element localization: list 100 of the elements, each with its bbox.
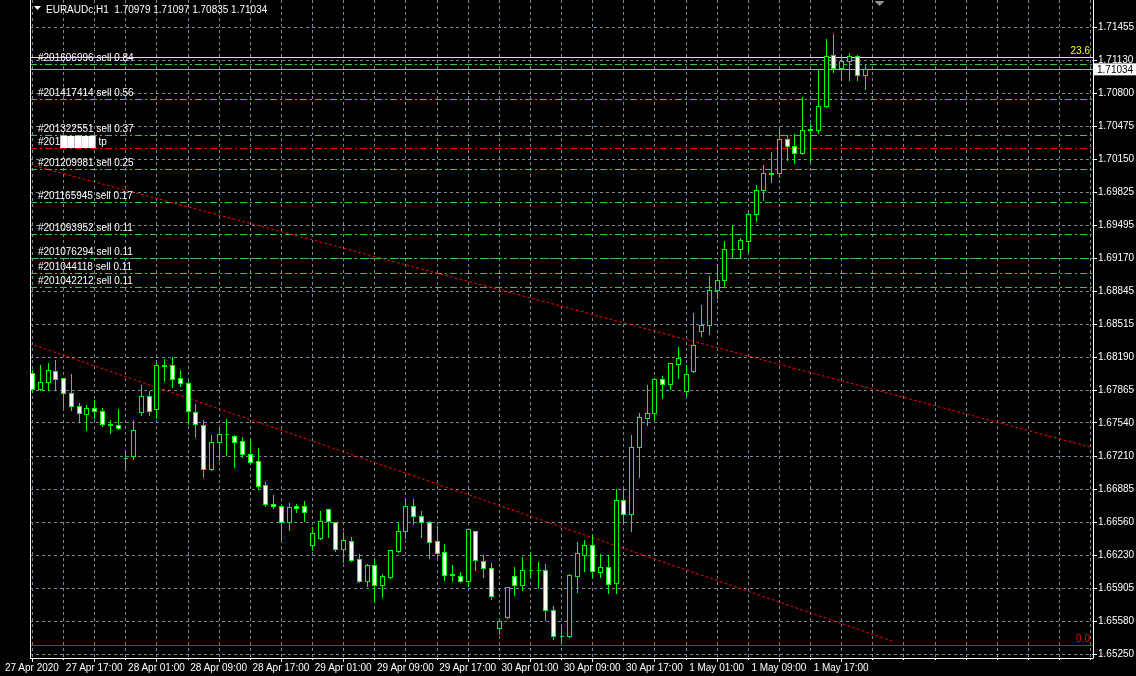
candlestick xyxy=(606,554,611,594)
y-tick-label: 1.71130 xyxy=(1098,54,1134,66)
x-tick-label: 28 Apr 01:00 xyxy=(128,662,186,673)
y-tick-label: 1.71455 xyxy=(1098,21,1135,33)
candlestick xyxy=(660,375,665,399)
candlestick xyxy=(411,498,416,525)
candlestick xyxy=(154,362,159,419)
y-tick-label: 1.70475 xyxy=(1098,120,1135,132)
candlestick xyxy=(582,539,587,572)
candlestick xyxy=(427,520,432,559)
candlestick xyxy=(388,549,393,579)
candlestick xyxy=(614,488,619,594)
ref-line-label: #201165945 sell 0.17 xyxy=(38,190,134,202)
candlestick xyxy=(466,528,471,587)
ref-line-label: #201042212 sell 0.11 xyxy=(38,275,134,287)
y-tick-label: 1.67210 xyxy=(1098,450,1135,462)
x-tick-label: 29 Apr 09:00 xyxy=(377,662,435,673)
candlestick xyxy=(131,419,136,460)
candlestick xyxy=(536,561,541,589)
candlestick xyxy=(489,562,494,600)
candlestick xyxy=(263,481,268,507)
candlestick xyxy=(100,407,105,427)
x-tick-label: 1 May 09:00 xyxy=(751,662,807,673)
x-tick-label: 1 May 17:00 xyxy=(813,662,870,673)
candlestick xyxy=(186,380,191,425)
candlestick xyxy=(520,556,525,591)
x-tick-label: 28 Apr 17:00 xyxy=(252,662,310,673)
candlestick xyxy=(341,531,346,563)
candlestick xyxy=(287,502,292,531)
candlestick xyxy=(302,500,307,522)
x-tick-label: 30 Apr 09:00 xyxy=(563,662,621,673)
candlestick xyxy=(294,503,299,513)
candlestick xyxy=(699,304,704,337)
candlestick xyxy=(800,96,805,155)
candlestick xyxy=(738,237,743,258)
candlestick xyxy=(777,128,782,178)
candlestick xyxy=(38,364,43,391)
y-tick-label: 1.69825 xyxy=(1098,186,1135,198)
ref-line-label: #201093952 sell 0.11 xyxy=(38,222,134,234)
candlestick xyxy=(543,563,548,621)
y-tick-label: 1.67865 xyxy=(1098,384,1135,396)
candlestick xyxy=(551,605,556,640)
candlestick xyxy=(722,240,727,288)
candlestick xyxy=(754,184,759,222)
y-tick-label: 1.66560 xyxy=(1098,516,1135,528)
ref-line-label: #201322551 sell 0.37 xyxy=(38,123,135,135)
candlestick xyxy=(730,224,735,258)
candlestick xyxy=(816,68,821,134)
candlestick xyxy=(209,434,214,471)
candlestick xyxy=(357,553,362,583)
candlestick xyxy=(847,52,852,81)
y-tick-label: 1.65905 xyxy=(1098,582,1135,594)
candlestick xyxy=(116,408,121,430)
candlestick xyxy=(598,553,603,578)
candlestick xyxy=(61,377,66,408)
candlestick xyxy=(232,434,237,468)
candlestick xyxy=(403,498,408,539)
candlestick xyxy=(481,554,486,578)
candlestick xyxy=(559,626,564,643)
candlestick xyxy=(201,419,206,478)
candlestick xyxy=(372,558,377,603)
candlestick xyxy=(396,522,401,553)
y-tick-label: 1.69170 xyxy=(1098,252,1135,264)
candlestick xyxy=(473,530,478,571)
candlestick xyxy=(147,390,152,416)
y-tick-label: 1.70150 xyxy=(1098,153,1135,165)
candlestick xyxy=(505,586,510,619)
candlestick xyxy=(365,563,370,587)
y-tick-label: 1.66885 xyxy=(1098,483,1135,495)
y-tick-label: 1.68845 xyxy=(1098,285,1135,297)
candlestick xyxy=(863,63,868,90)
annotation: 0.0 xyxy=(1076,632,1091,644)
candlestick xyxy=(575,541,580,593)
y-tick-label: 1.65580 xyxy=(1098,615,1135,627)
candlestick xyxy=(123,450,128,471)
x-tick-label: 27 Apr 2020 xyxy=(4,662,60,673)
candlestick xyxy=(512,566,517,596)
candlestick xyxy=(715,265,720,299)
candlestick xyxy=(839,55,844,78)
candlestick xyxy=(497,619,502,635)
x-tick-label: 28 Apr 09:00 xyxy=(190,662,248,673)
candlestick xyxy=(831,33,836,73)
candlestick xyxy=(193,403,198,438)
candlestick xyxy=(318,510,323,540)
candlestick xyxy=(139,384,144,416)
candlestick xyxy=(333,521,338,552)
y-tick-label: 1.67540 xyxy=(1098,416,1135,428)
candlestick xyxy=(279,505,284,540)
y-tick-label: 1.65250 xyxy=(1098,648,1135,660)
candlestick xyxy=(380,573,385,598)
candlestick xyxy=(92,399,97,419)
candlestick xyxy=(69,373,74,411)
candlestick xyxy=(808,123,813,162)
candlestick xyxy=(691,312,696,373)
x-tick-label: 1 May 01:00 xyxy=(689,662,745,673)
candlestick xyxy=(310,526,315,551)
ref-line-label: #201044118 sell 0.11 xyxy=(38,260,133,272)
candlestick xyxy=(629,434,634,532)
y-tick-label: 1.70800 xyxy=(1098,87,1135,99)
candlestick xyxy=(53,359,58,391)
